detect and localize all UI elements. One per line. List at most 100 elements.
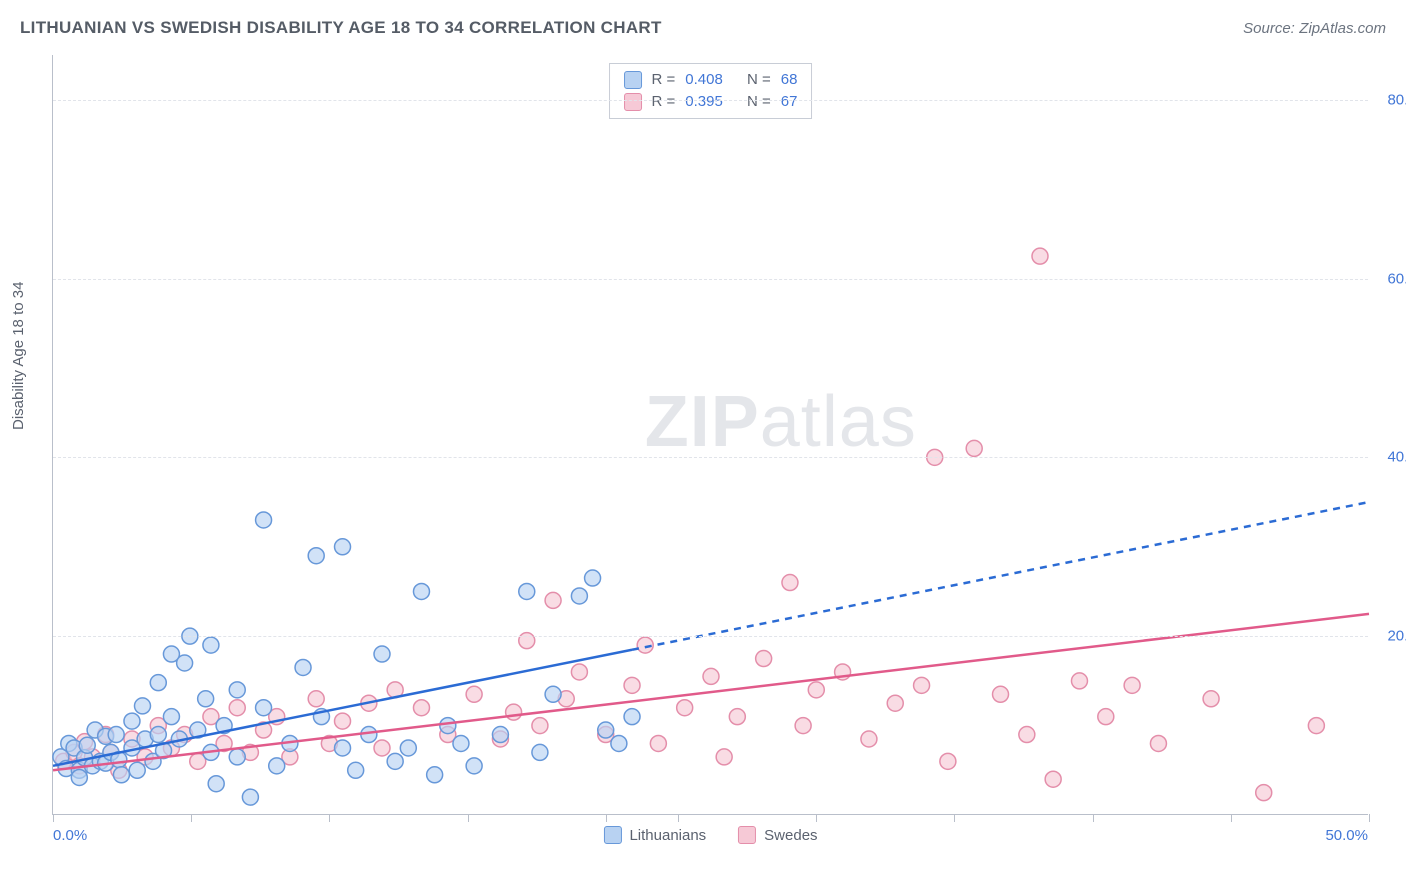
y-axis-label: Disability Age 18 to 34 xyxy=(10,282,27,430)
data-point xyxy=(256,512,272,528)
data-point xyxy=(624,709,640,725)
gridline xyxy=(53,279,1368,280)
swatch-swedes xyxy=(624,93,642,111)
data-point xyxy=(400,740,416,756)
data-point xyxy=(506,704,522,720)
data-point xyxy=(519,583,535,599)
data-point xyxy=(1203,691,1219,707)
data-point xyxy=(795,718,811,734)
data-point xyxy=(348,762,364,778)
data-point xyxy=(150,727,166,743)
legend-row-lithuanians: R = 0.408 N = 68 xyxy=(624,69,798,91)
legend-label-swedes: Swedes xyxy=(764,827,817,844)
chart-title: LITHUANIAN VS SWEDISH DISABILITY AGE 18 … xyxy=(20,18,662,38)
data-point xyxy=(861,731,877,747)
data-point xyxy=(716,749,732,765)
data-point xyxy=(108,727,124,743)
data-point xyxy=(598,722,614,738)
trend-line xyxy=(53,614,1369,770)
data-point xyxy=(453,735,469,751)
data-point xyxy=(1098,709,1114,725)
data-point xyxy=(1256,785,1272,801)
data-point xyxy=(650,735,666,751)
data-point xyxy=(624,677,640,693)
data-point xyxy=(124,713,140,729)
data-point xyxy=(532,718,548,734)
x-tick xyxy=(1093,814,1094,822)
gridline xyxy=(53,100,1368,101)
x-tick xyxy=(329,814,330,822)
data-point xyxy=(677,700,693,716)
x-tick-label-min: 0.0% xyxy=(53,827,87,844)
data-point xyxy=(993,686,1009,702)
gridline xyxy=(53,457,1368,458)
data-point xyxy=(492,727,508,743)
data-point xyxy=(532,744,548,760)
data-point xyxy=(387,753,403,769)
data-point xyxy=(134,698,150,714)
data-point xyxy=(269,758,285,774)
y-tick-label: 40.0% xyxy=(1387,449,1406,466)
legend-row-swedes: R = 0.395 N = 67 xyxy=(624,91,798,113)
data-point xyxy=(335,740,351,756)
data-point xyxy=(203,637,219,653)
source-label: Source: xyxy=(1243,20,1295,37)
data-point xyxy=(914,677,930,693)
data-point xyxy=(466,758,482,774)
data-point xyxy=(129,762,145,778)
data-point xyxy=(242,789,258,805)
data-point xyxy=(295,659,311,675)
x-tick xyxy=(606,814,607,822)
data-point xyxy=(782,575,798,591)
data-point xyxy=(585,570,601,586)
data-point xyxy=(256,700,272,716)
legend-label-lithuanians: Lithuanians xyxy=(629,827,706,844)
data-point xyxy=(808,682,824,698)
data-point xyxy=(374,646,390,662)
data-point xyxy=(545,592,561,608)
data-point xyxy=(545,686,561,702)
chart-plot-area: ZIPatlas R = 0.408 N = 68 R = 0.395 N = … xyxy=(52,55,1368,815)
data-point xyxy=(571,588,587,604)
gridline xyxy=(53,636,1368,637)
x-tick xyxy=(191,814,192,822)
data-point xyxy=(756,651,772,667)
data-point xyxy=(413,700,429,716)
swatch-lithuanians xyxy=(624,71,642,89)
data-point xyxy=(519,633,535,649)
data-point xyxy=(940,753,956,769)
swatch-swedes-icon xyxy=(738,826,756,844)
data-point xyxy=(571,664,587,680)
x-tick xyxy=(1231,814,1232,822)
legend-item-swedes: Swedes xyxy=(738,826,817,844)
data-point xyxy=(229,749,245,765)
data-point xyxy=(1071,673,1087,689)
data-point xyxy=(177,655,193,671)
data-point xyxy=(335,713,351,729)
data-point xyxy=(729,709,745,725)
data-point xyxy=(374,740,390,756)
data-point xyxy=(427,767,443,783)
data-point xyxy=(1032,248,1048,264)
x-tick xyxy=(1369,814,1370,822)
data-point xyxy=(466,686,482,702)
data-point xyxy=(229,682,245,698)
legend-item-lithuanians: Lithuanians xyxy=(603,826,706,844)
x-tick-label-max: 50.0% xyxy=(1325,827,1368,844)
data-point xyxy=(611,735,627,751)
data-point xyxy=(1308,718,1324,734)
data-point xyxy=(229,700,245,716)
data-point xyxy=(308,691,324,707)
x-tick xyxy=(954,814,955,822)
data-point xyxy=(1019,727,1035,743)
series-legend: Lithuanians Swedes xyxy=(603,826,817,844)
data-point xyxy=(966,440,982,456)
swatch-lithuanians-icon xyxy=(603,826,621,844)
data-point xyxy=(198,691,214,707)
data-point xyxy=(335,539,351,555)
data-point xyxy=(1124,677,1140,693)
data-point xyxy=(440,718,456,734)
data-point xyxy=(1045,771,1061,787)
correlation-legend: R = 0.408 N = 68 R = 0.395 N = 67 xyxy=(609,63,813,119)
scatter-plot-svg xyxy=(53,55,1368,814)
